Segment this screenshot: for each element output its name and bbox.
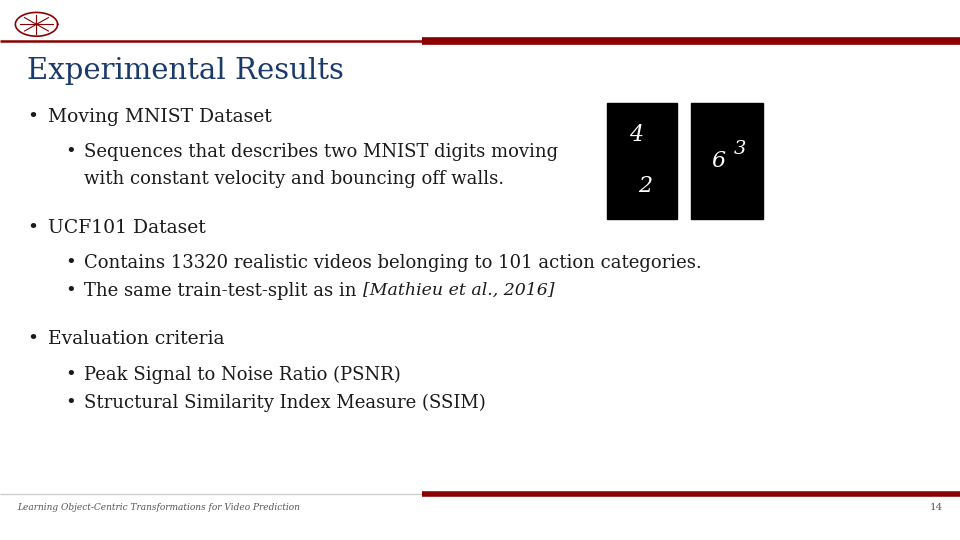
Text: Experimental Results: Experimental Results: [27, 57, 344, 85]
Text: Learning Object-Centric Transformations for Video Prediction: Learning Object-Centric Transformations …: [17, 503, 300, 512]
Text: 3: 3: [734, 140, 746, 158]
Text: with constant velocity and bouncing off walls.: with constant velocity and bouncing off …: [84, 170, 505, 188]
Text: UCF101 Dataset: UCF101 Dataset: [48, 219, 205, 237]
Text: •: •: [65, 394, 76, 412]
Text: [Mathieu et al., 2016]: [Mathieu et al., 2016]: [363, 282, 554, 299]
Text: Peak Signal to Noise Ratio (PSNR): Peak Signal to Noise Ratio (PSNR): [84, 366, 401, 384]
Text: 4: 4: [629, 124, 643, 146]
Text: •: •: [65, 282, 76, 300]
Text: 14: 14: [929, 503, 943, 512]
Text: Moving MNIST Dataset: Moving MNIST Dataset: [48, 108, 272, 126]
Text: •: •: [27, 108, 38, 126]
FancyBboxPatch shape: [607, 103, 677, 219]
Text: Sequences that describes two MNIST digits moving: Sequences that describes two MNIST digit…: [84, 143, 559, 161]
Text: •: •: [65, 366, 76, 383]
Text: Contains 13320 realistic videos belonging to 101 action categories.: Contains 13320 realistic videos belongin…: [84, 254, 702, 272]
Text: Evaluation criteria: Evaluation criteria: [48, 330, 225, 348]
Text: •: •: [27, 330, 38, 348]
Text: 6: 6: [711, 150, 726, 172]
Text: •: •: [27, 219, 38, 237]
FancyBboxPatch shape: [691, 103, 763, 219]
Text: •: •: [65, 143, 76, 161]
Text: Structural Similarity Index Measure (SSIM): Structural Similarity Index Measure (SSI…: [84, 394, 486, 413]
Text: The same train-test-split as in: The same train-test-split as in: [84, 282, 369, 300]
Text: •: •: [65, 254, 76, 272]
Text: 2: 2: [638, 175, 653, 197]
